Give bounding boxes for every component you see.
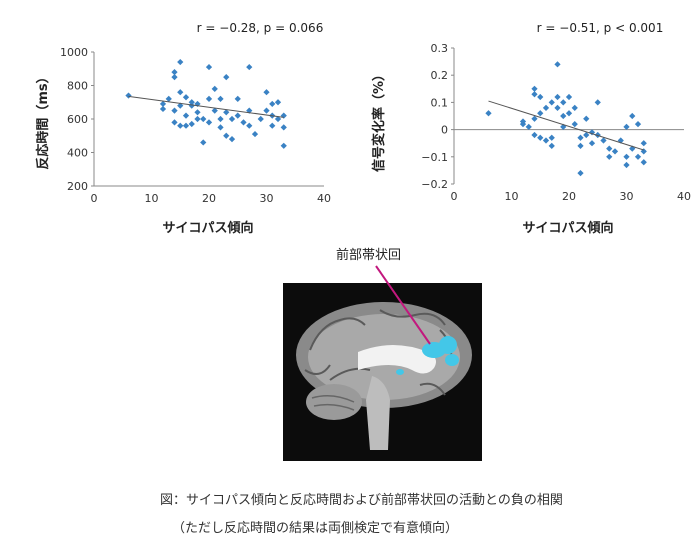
chart2-axes: −0.2 −0.1 0 0.1 0.2 0.3 0 10 20 30 40	[421, 42, 691, 203]
chart2-y-tick-label: −0.1	[421, 151, 448, 164]
anterior-cingulate-label: 前部帯状回	[336, 248, 402, 263]
chart1-x-tick-label: 30	[260, 192, 274, 205]
chart1-point	[171, 74, 178, 81]
chart2-ylabel: 信号変化率（%）	[371, 68, 387, 172]
chart1-point	[188, 99, 195, 106]
chart1-point	[165, 95, 172, 103]
label-pointer-line	[375, 265, 431, 345]
chart2-y-tick-label: 0.2	[431, 69, 449, 82]
chart2-x-tick-label: 0	[451, 190, 458, 203]
chart2-title: r = −0.51, p < 0.001	[537, 21, 664, 35]
chart1-y-tick-label: 600	[67, 113, 88, 126]
chart1-point	[200, 139, 207, 146]
chart2-x-tick-label: 20	[562, 190, 576, 203]
chart1-title: r = −0.28, p = 0.066	[197, 21, 324, 35]
chart2-x-tick-label: 30	[620, 190, 634, 203]
chart1-point	[182, 112, 190, 119]
chart1-point	[182, 122, 190, 129]
chart1-point	[228, 115, 236, 123]
chart1-point	[223, 109, 230, 116]
chart2-y-tick-label: 0.3	[431, 42, 449, 55]
chart1-point	[205, 95, 213, 103]
chart1-point	[171, 107, 178, 114]
chart1-point	[240, 119, 247, 126]
chart1-point	[251, 130, 259, 138]
chart1-point	[234, 95, 241, 103]
chart1-point	[246, 122, 253, 129]
chart1-point	[200, 115, 207, 123]
chart1-point	[182, 94, 190, 101]
chart1-point	[223, 132, 230, 139]
brainstem	[366, 376, 390, 450]
chart1-axes: 200 400 600 800 1000 0 10 20 30 40	[60, 46, 331, 205]
chart2-y-tick-label: 0.1	[431, 96, 449, 109]
figure-caption: 図：サイコパス傾向と反応時間および前部帯状回の活動との負の相関	[160, 493, 563, 508]
chart1-y-tick-label: 800	[67, 80, 88, 93]
chart1-point	[177, 122, 184, 129]
chart1-point	[205, 63, 213, 71]
chart1-point	[171, 68, 178, 76]
chart1-point	[217, 95, 224, 103]
chart2-x-tick-label: 10	[505, 190, 519, 203]
chart1-point	[217, 124, 224, 131]
chart1-point	[194, 109, 201, 116]
chart2-y-tick-label: −0.2	[421, 178, 448, 191]
chart1-point	[171, 119, 178, 126]
chart1-point	[188, 102, 195, 109]
chart1-x-tick-label: 10	[145, 192, 159, 205]
chart1-x-tick-label: 20	[202, 192, 216, 205]
acc-activation	[396, 336, 459, 375]
chart1-trendline	[128, 95, 284, 118]
chart1-point	[159, 105, 167, 113]
chart1-y-tick-label: 1000	[60, 46, 88, 59]
chart1-point	[159, 100, 167, 108]
chart1-point	[205, 119, 213, 126]
cerebellum	[306, 384, 362, 420]
chart1-point	[246, 63, 253, 71]
chart1-y-tick-label: 200	[67, 180, 88, 193]
figure-caption-note: （ただし反応時間の結果は両側検定で有意傾向）	[172, 521, 459, 536]
chart1-point	[211, 107, 218, 114]
chart1-x-tick-label: 40	[317, 192, 331, 205]
chart2-y-tick-label: 0	[441, 124, 448, 137]
chart2-x-tick-label: 40	[677, 190, 691, 203]
chart1-point	[177, 89, 184, 96]
chart1-point	[217, 115, 224, 123]
chart1-ylabel: 反応時間（ms）	[35, 70, 51, 169]
chart1-point	[125, 92, 132, 99]
chart1-point	[223, 74, 230, 81]
chart2-xlabel: サイコパス傾向	[522, 220, 613, 236]
chart1-y-tick-label: 400	[67, 147, 88, 160]
chart1-point	[188, 120, 195, 128]
chart1-point	[234, 112, 241, 119]
chart1-xlabel: サイコパス傾向	[162, 220, 253, 236]
chart1-x-tick-label: 0	[91, 192, 98, 205]
chart1-point	[177, 58, 184, 66]
corpus-callosum	[358, 345, 436, 374]
chart1-point	[211, 85, 218, 92]
chart2-trendline	[488, 100, 644, 151]
chart1-point	[194, 115, 201, 123]
cerebellum-folds	[311, 395, 355, 411]
